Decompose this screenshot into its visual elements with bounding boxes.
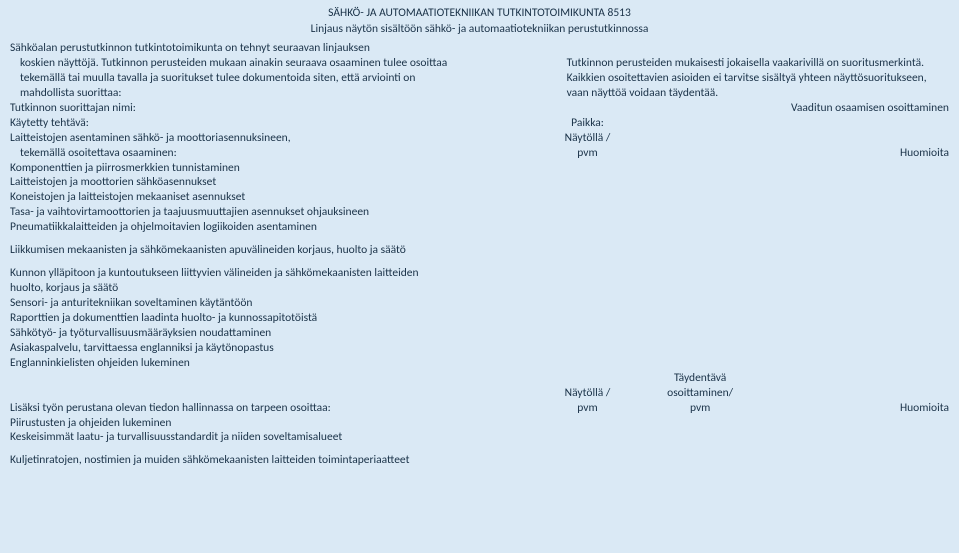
- task-item: Pneumatiikkalaitteiden ja ohjelmoitavien…: [10, 220, 949, 235]
- section-3-item: Englanninkielisten ohjeiden lukeminen: [10, 356, 949, 371]
- intro-row-1: Sähköalan perustutkinnon tutkintotoimiku…: [10, 41, 949, 56]
- intro-row-4: mahdollista suorittaa: vaan näyttöä void…: [10, 86, 949, 101]
- label-lisaksi: Lisäksi työn perustana olevan tiedon hal…: [10, 401, 536, 416]
- intro-right-3: vaan näyttöä voidaan täydentää.: [567, 86, 959, 101]
- section-3-item: Raporttien ja dokumenttien laadinta huol…: [10, 311, 949, 326]
- section-3-item: Sähkötyö- ja työturvallisuusmääräyksien …: [10, 326, 949, 341]
- row-laitteistojen: Laitteistojen asentaminen sähkö- ja moot…: [10, 131, 949, 146]
- label-pvm-2: pvm: [536, 401, 639, 416]
- label-paikka: Paikka:: [536, 116, 639, 131]
- task-item: Tasa- ja vaihtovirtamoottorien ja taajuu…: [10, 205, 949, 220]
- row-tekemalla: tekemällä osoitettava osaaminen: pvm Huo…: [10, 146, 949, 161]
- intro-left-4: mahdollista suorittaa:: [20, 86, 121, 100]
- label-pvm-1: pvm: [536, 146, 639, 161]
- footer-header-row-2: Näytöllä / osoittaminen/: [10, 386, 949, 401]
- label-taydentava: Täydentävä: [639, 371, 761, 386]
- intro-right-1: Tutkinnon perusteiden mukaisesti jokaise…: [567, 56, 959, 71]
- row-tehtava: Käytetty tehtävä: Paikka:: [10, 116, 949, 131]
- footer-item: Keskeisimmät laatu- ja turvallisuusstand…: [10, 430, 949, 445]
- intro-row-2: koskien näyttöjä. Tutkinnon perusteiden …: [10, 56, 949, 71]
- label-tehtava: Käytetty tehtävä:: [10, 116, 536, 131]
- label-tekemalla: tekemällä osoitettava osaaminen:: [20, 146, 177, 160]
- task-item: Komponenttien ja piirrosmerkkien tunnist…: [10, 161, 949, 176]
- label-osoittaminen: osoittaminen/: [639, 386, 761, 401]
- footer-last: Kuljetinratojen, nostimien ja muiden säh…: [10, 453, 949, 468]
- label-huomioita-1: Huomioita: [639, 146, 959, 161]
- document-header: SÄHKÖ- JA AUTOMAATIOTEKNIIKAN TUTKINTOTO…: [10, 6, 949, 37]
- task-item: Koneistojen ja laitteistojen mekaaniset …: [10, 190, 949, 205]
- intro-left-3: tekemällä tai muulla tavalla ja suorituk…: [20, 71, 415, 85]
- intro-right-2: Kaikkien osoitettavien asioiden ei tarvi…: [567, 71, 959, 86]
- footer-item: Piirustusten ja ohjeiden lukeminen: [10, 416, 949, 431]
- label-naytolla-2: Näytöllä /: [536, 386, 639, 401]
- document-page: SÄHKÖ- JA AUTOMAATIOTEKNIIKAN TUTKINTOTO…: [0, 0, 959, 474]
- label-huomioita-2: Huomioita: [761, 401, 959, 416]
- header-title-1: SÄHKÖ- JA AUTOMAATIOTEKNIIKAN TUTKINTOTO…: [10, 6, 949, 22]
- section-3-item: Asiakaspalvelu, tarvittaessa englanniksi…: [10, 341, 949, 356]
- label-suorittaja: Tutkinnon suorittajan nimi:: [10, 101, 536, 116]
- section-3-item: Sensori- ja anturitekniikan soveltaminen…: [10, 296, 949, 311]
- section-3-item: huolto, korjaus ja säätö: [10, 281, 949, 296]
- task-item: Laitteistojen ja moottorien sähköasennuk…: [10, 175, 949, 190]
- intro-left-1: Sähköalan perustutkinnon tutkintotoimiku…: [10, 41, 567, 56]
- intro-row-3: tekemällä tai muulla tavalla ja suorituk…: [10, 71, 949, 86]
- row-suorittaja: Tutkinnon suorittajan nimi: Vaaditun osa…: [10, 101, 949, 116]
- label-pvm-3: pvm: [639, 401, 761, 416]
- intro-left-2: koskien näyttöjä. Tutkinnon perusteiden …: [20, 56, 447, 70]
- section-3-item: Kunnon ylläpitoon ja kuntoutukseen liitt…: [10, 266, 949, 281]
- section-2: Liikkumisen mekaanisten ja sähkömekaanis…: [10, 243, 949, 258]
- label-vaaditun: Vaaditun osaamisen osoittaminen: [639, 101, 959, 116]
- footer-header-row-1: Täydentävä: [10, 371, 949, 386]
- header-title-2: Linjaus näytön sisältöön sähkö- ja autom…: [10, 22, 949, 38]
- footer-header-row-3: Lisäksi työn perustana olevan tiedon hal…: [10, 401, 949, 416]
- label-naytolla-1: Näytöllä /: [536, 131, 639, 146]
- label-laitteistojen: Laitteistojen asentaminen sähkö- ja moot…: [10, 131, 536, 146]
